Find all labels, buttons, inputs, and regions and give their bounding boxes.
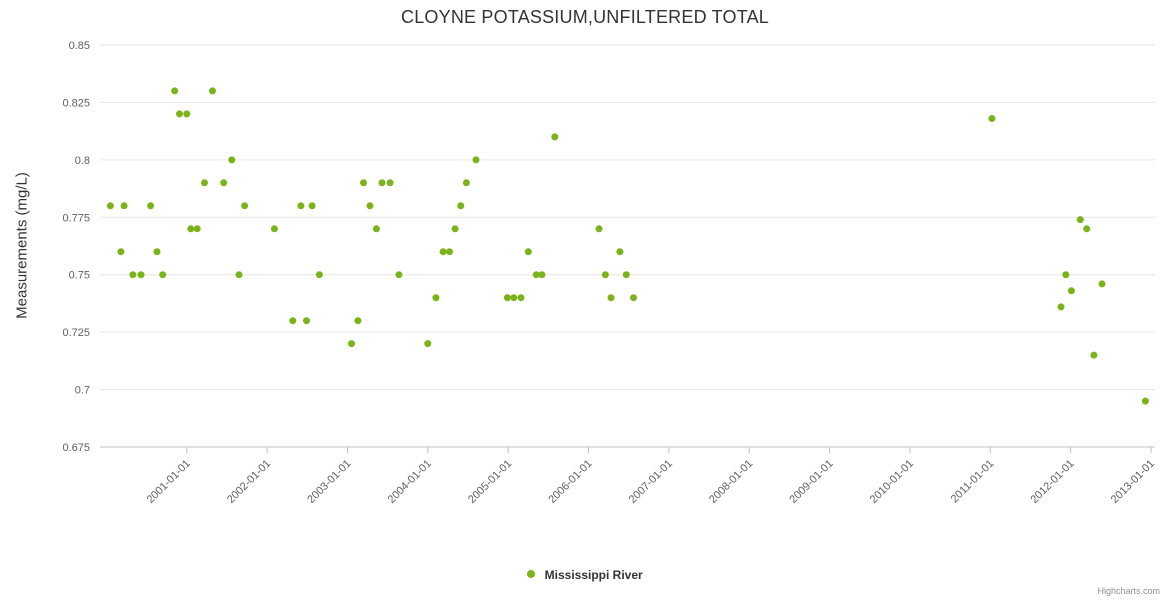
data-point[interactable] <box>1083 225 1091 233</box>
data-point[interactable] <box>201 179 208 187</box>
data-point[interactable] <box>1057 303 1065 311</box>
highcharts-credits-link[interactable]: Highcharts.com <box>1097 586 1160 596</box>
data-point[interactable] <box>360 179 367 187</box>
data-point[interactable] <box>354 317 362 325</box>
x-tick-label: 2013-01-01 <box>1109 458 1157 506</box>
x-tick-label: 2006-01-01 <box>546 458 594 506</box>
x-tick-label: 2012-01-01 <box>1028 458 1076 506</box>
data-point[interactable] <box>378 179 386 187</box>
data-point[interactable] <box>1090 351 1098 359</box>
legend: Mississippi River <box>0 567 1170 582</box>
data-point[interactable] <box>1067 287 1075 295</box>
data-point[interactable] <box>159 271 167 279</box>
data-point[interactable] <box>187 225 195 233</box>
data-point[interactable] <box>193 225 201 233</box>
x-tick-label: 2001-01-01 <box>145 458 193 506</box>
legend-marker-icon <box>527 570 536 578</box>
data-point[interactable] <box>183 110 191 118</box>
data-point[interactable] <box>147 202 155 210</box>
data-point[interactable] <box>395 271 403 279</box>
data-point[interactable] <box>595 225 603 233</box>
data-point[interactable] <box>538 271 546 279</box>
data-point[interactable] <box>129 271 137 279</box>
y-tick-label: 0.75 <box>69 270 90 282</box>
data-point[interactable] <box>1076 216 1084 224</box>
x-tick-label: 2010-01-01 <box>868 458 916 506</box>
y-tick-label: 0.675 <box>62 442 90 454</box>
data-point[interactable] <box>297 202 305 210</box>
data-point[interactable] <box>315 271 323 279</box>
y-tick-label: 0.7 <box>75 385 90 397</box>
data-point[interactable] <box>220 179 228 187</box>
data-point[interactable] <box>532 271 540 279</box>
data-point[interactable] <box>137 271 145 279</box>
data-point[interactable] <box>1141 397 1149 405</box>
data-point[interactable] <box>424 340 432 348</box>
y-tick-label: 0.825 <box>62 97 90 109</box>
data-point[interactable] <box>228 156 236 164</box>
data-point[interactable] <box>308 202 316 210</box>
data-point[interactable] <box>235 271 243 279</box>
data-point[interactable] <box>622 271 630 279</box>
data-point[interactable] <box>457 202 465 210</box>
data-point[interactable] <box>439 248 447 256</box>
data-point[interactable] <box>153 248 161 256</box>
data-point[interactable] <box>270 225 278 233</box>
data-point[interactable] <box>472 156 480 164</box>
y-tick-label: 0.85 <box>69 40 90 52</box>
y-tick-label: 0.775 <box>62 212 90 224</box>
data-point[interactable] <box>517 294 525 302</box>
data-point[interactable] <box>616 248 624 256</box>
data-point[interactable] <box>432 294 440 302</box>
data-point[interactable] <box>462 179 470 187</box>
data-point[interactable] <box>988 115 996 122</box>
data-point[interactable] <box>176 110 183 118</box>
data-point[interactable] <box>289 317 297 325</box>
data-point[interactable] <box>601 271 609 279</box>
x-tick-label: 2007-01-01 <box>627 458 675 506</box>
data-point[interactable] <box>171 87 179 95</box>
x-tick-label: 2003-01-01 <box>305 458 353 506</box>
x-tick-label: 2009-01-01 <box>787 458 835 506</box>
data-point[interactable] <box>607 294 615 302</box>
data-point[interactable] <box>120 202 128 210</box>
data-point[interactable] <box>303 317 310 325</box>
data-point[interactable] <box>241 202 249 210</box>
data-point[interactable] <box>117 248 125 256</box>
data-point[interactable] <box>209 87 216 95</box>
chart-title: CLOYNE POTASSIUM,UNFILTERED TOTAL <box>401 7 769 27</box>
data-point[interactable] <box>386 179 394 187</box>
legend-item-mississippi-river[interactable]: Mississippi River <box>527 567 643 582</box>
data-point[interactable] <box>348 340 355 348</box>
data-point[interactable] <box>1062 271 1070 279</box>
legend-label: Mississippi River <box>544 568 643 582</box>
x-tick-label: 2011-01-01 <box>949 458 997 506</box>
data-point[interactable] <box>106 202 114 210</box>
y-tick-label: 0.8 <box>75 155 90 167</box>
y-tick-label: 0.725 <box>62 327 90 339</box>
data-point[interactable] <box>446 248 453 256</box>
data-point[interactable] <box>551 133 559 141</box>
data-point[interactable] <box>630 294 637 302</box>
data-point[interactable] <box>451 225 459 233</box>
data-point[interactable] <box>524 248 532 256</box>
data-point[interactable] <box>366 202 374 210</box>
data-point[interactable] <box>510 294 518 302</box>
data-point[interactable] <box>1098 280 1106 288</box>
data-point[interactable] <box>503 294 511 302</box>
x-tick-label: 2005-01-01 <box>466 458 514 506</box>
x-tick-label: 2002-01-01 <box>225 458 273 506</box>
data-point[interactable] <box>372 225 380 233</box>
x-tick-label: 2008-01-01 <box>707 458 755 506</box>
x-tick-label: 2004-01-01 <box>386 458 434 506</box>
